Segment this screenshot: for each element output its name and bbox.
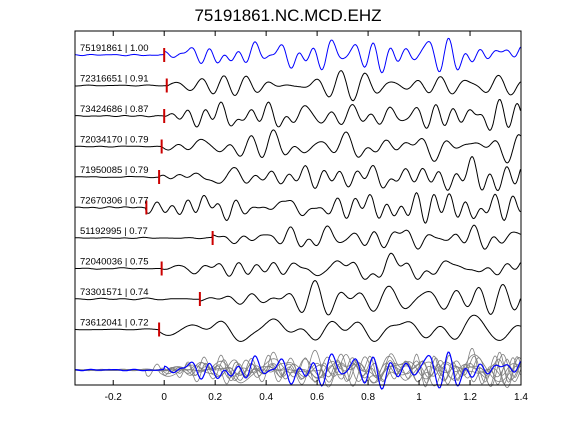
trace-label-1: 75191861 | 1.00: [80, 43, 149, 54]
x-tick-label: 0.8: [361, 392, 375, 403]
trace-label-10: 73612041 | 0.72: [80, 318, 149, 329]
x-tick-label: 1.2: [463, 392, 477, 403]
labels-layer: 75191861 | 1.00 72316651 | 0.91 73424686 |…: [80, 43, 149, 329]
axes-box: [74, 30, 522, 386]
trace-label-6: 72670306 | 0.77: [80, 196, 149, 207]
x-tick-label: 0.4: [259, 392, 273, 403]
trace-1: [74, 37, 521, 74]
trace-6: [74, 192, 521, 224]
trace-label-3: 73424686 | 0.87: [80, 104, 149, 115]
trace-label-7: 51192995 | 0.77: [80, 226, 148, 237]
traces-layer: [74, 37, 521, 342]
stack-layer: [74, 348, 522, 390]
trace-label-4: 72034170 | 0.79: [80, 135, 149, 146]
x-tick-label: 0: [161, 392, 167, 403]
trace-8: [74, 252, 521, 280]
trace-label-8: 72040036 | 0.75: [80, 257, 149, 268]
trace-2: [74, 70, 521, 102]
trace-9: [75, 280, 521, 316]
trace-10: [74, 314, 521, 342]
x-tick-label: 0.6: [310, 392, 324, 403]
trace-label-5: 71950085 | 0.79: [80, 165, 149, 176]
x-tick-label: 0.2: [208, 392, 222, 403]
trace-7: [75, 224, 521, 250]
trace-5: [75, 156, 521, 192]
x-tick-label: 1: [416, 392, 422, 403]
x-tick-label: 1.4: [514, 392, 528, 403]
x-tick-label: -0.2: [105, 392, 123, 403]
trace-4: [74, 129, 521, 164]
stack-trace-1: [74, 351, 522, 390]
trace-label-2: 72316651 | 0.91: [80, 74, 149, 85]
trace-3: [74, 98, 521, 132]
chart-title: 75191861.NC.MCD.EHZ: [194, 6, 382, 25]
trace-label-9: 73301571 | 0.74: [80, 287, 149, 298]
axes-layer: -0.2 0 0.2 0.4 0.6 0.8 1 1.2 1.4: [74, 30, 528, 403]
